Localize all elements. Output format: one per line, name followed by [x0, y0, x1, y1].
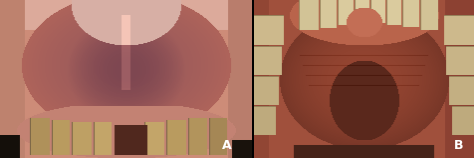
Text: B: B — [454, 139, 463, 152]
Text: A: A — [222, 139, 231, 152]
